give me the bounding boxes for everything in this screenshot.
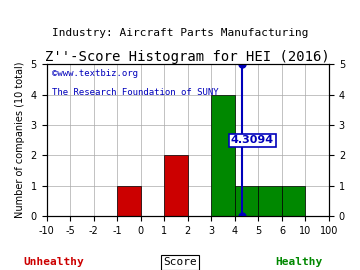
Bar — [211, 94, 235, 216]
Text: ©www.textbiz.org: ©www.textbiz.org — [52, 69, 138, 78]
Bar — [258, 186, 282, 216]
Text: The Research Foundation of SUNY: The Research Foundation of SUNY — [52, 89, 219, 97]
Text: Score: Score — [163, 257, 197, 267]
Bar — [117, 186, 141, 216]
Text: Healthy: Healthy — [275, 257, 323, 267]
Text: Industry: Aircraft Parts Manufacturing: Industry: Aircraft Parts Manufacturing — [52, 28, 308, 38]
Text: Unhealthy: Unhealthy — [24, 257, 84, 267]
Y-axis label: Number of companies (10 total): Number of companies (10 total) — [15, 62, 25, 218]
Text: 4.3094: 4.3094 — [231, 135, 274, 145]
Bar — [235, 186, 258, 216]
Title: Z''-Score Histogram for HEI (2016): Z''-Score Histogram for HEI (2016) — [45, 50, 330, 64]
Bar — [282, 186, 306, 216]
Bar — [164, 156, 188, 216]
